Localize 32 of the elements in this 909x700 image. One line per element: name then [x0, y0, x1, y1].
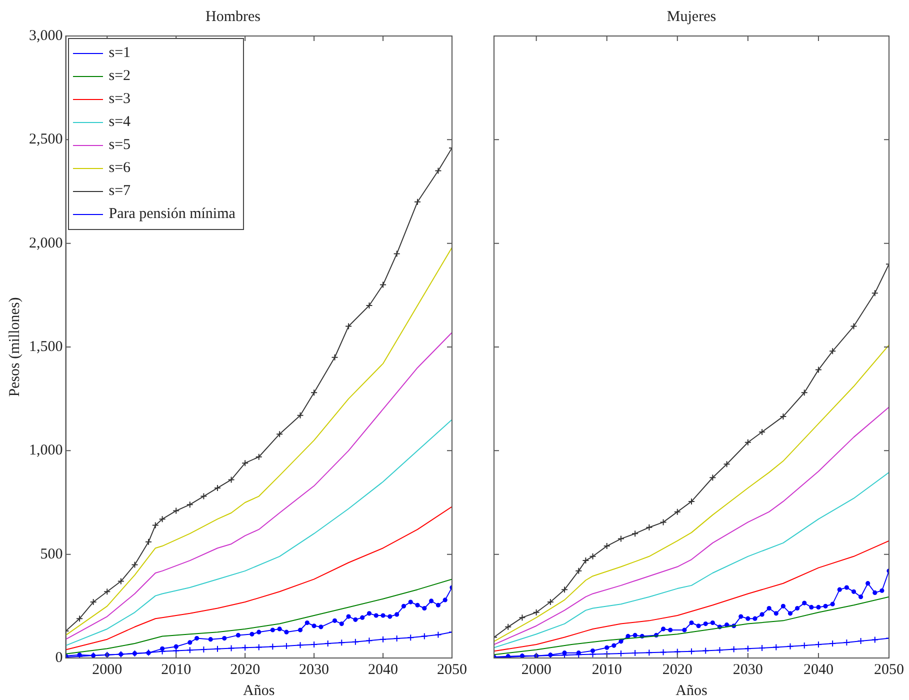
x-axis-title: Años: [676, 682, 708, 699]
legend-label: Para pensión mínima: [108, 205, 236, 224]
x-tick-label: 2010: [161, 662, 192, 678]
legend-label: s=1: [108, 44, 131, 63]
x-tick-label: 2020: [662, 662, 692, 678]
x-tick-label: 2040: [803, 662, 834, 678]
x-tick-label: 2030: [299, 662, 330, 678]
legend-label: s=3: [108, 90, 131, 109]
y-tick-label: 1,500: [29, 338, 63, 355]
y-tick-label: 1,000: [29, 442, 63, 459]
legend-label: s=4: [108, 113, 131, 132]
legend-label: s=2: [108, 67, 131, 86]
legend-label: s=5: [108, 136, 131, 155]
x-tick-label: 2000: [521, 662, 552, 678]
y-tick-label: 500: [40, 546, 63, 562]
x-tick-label: 2000: [92, 662, 122, 678]
legend-label: s=6: [108, 159, 131, 178]
y-axis-title: Pesos (millones): [6, 297, 23, 397]
x-tick-label: 2040: [368, 662, 398, 678]
chart-title: Mujeres: [666, 8, 716, 25]
y-tick-label: 2,000: [29, 235, 63, 252]
x-tick-label: 2050: [874, 662, 904, 678]
y-tick-label: 0: [55, 650, 63, 666]
y-tick-label: 3,000: [29, 28, 63, 44]
x-axis-title: Años: [243, 682, 275, 699]
chart-title: Hombres: [206, 8, 261, 25]
x-tick-label: 2020: [230, 662, 260, 678]
x-tick-label: 2010: [592, 662, 622, 678]
x-tick-label: 2050: [437, 662, 467, 678]
legend-label: s=7: [108, 182, 131, 201]
x-tick-label: 2030: [732, 662, 763, 678]
y-tick-label: 2,500: [29, 132, 63, 148]
